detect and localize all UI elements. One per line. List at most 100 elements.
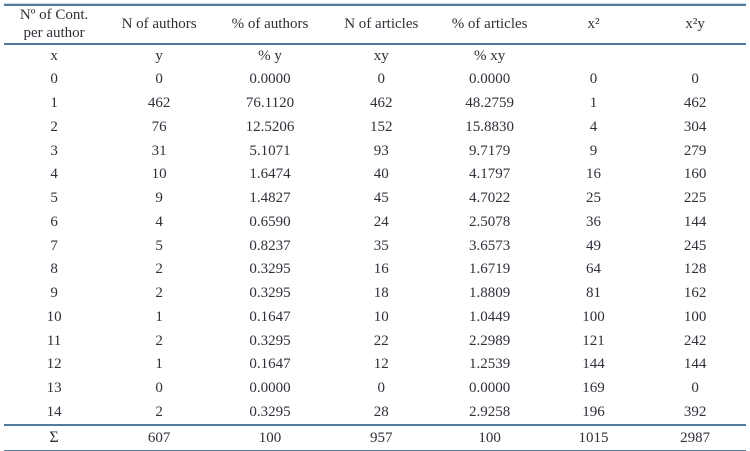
table-cell: 0.3295 [249,403,291,420]
table-cell: 144 [683,356,707,373]
table-cell: 2 [50,118,58,135]
table-cell: 2 [155,261,163,278]
table-cell: 1.2539 [468,356,511,373]
table-cell: 1 [155,308,163,325]
table-cell: 2 [155,403,163,420]
sum-row: Σ 607 100 957 100 1015 2987 [4,424,746,451]
table-cell: 1 [155,356,163,373]
table-cell: 100 [683,308,707,325]
subheader-x: x [50,48,58,64]
sum-cell: 100 [213,424,326,451]
table-cell: 14 [46,403,62,420]
table-cell: 245 [683,237,707,254]
table-row: 12 1 0.1647 12 1.2539 144 144 [4,353,746,377]
table-cell: 12 [373,356,389,373]
table-cell: 22 [373,332,389,349]
table-cell: 1.0449 [468,308,511,325]
table-row: 5 9 1.4827 45 4.7022 25 225 [4,187,746,211]
table-cell: 0.3295 [249,261,291,278]
table-cell: 4 [589,118,598,135]
table-cell: 9 [589,142,598,159]
table-cell: 13 [46,380,62,397]
table-cell: 0 [691,380,699,397]
author-productivity-table: Nº of Cont. per author N of authors % of… [4,4,746,451]
table-cell: 279 [683,142,707,159]
table-cell: 16 [373,261,389,278]
table-cell: 18 [373,285,389,302]
sum-cell: 957 [326,424,437,451]
table-row: 3 31 5.1071 93 9.7179 9 279 [4,139,746,163]
table-cell: 93 [373,142,389,159]
sum-cell: 1015 [542,424,645,451]
table-cell: 1 [589,95,598,112]
table-cell: 12.5206 [245,118,295,135]
table-cell: 152 [370,118,393,135]
table-cell: 31 [151,142,167,159]
table-cell: 4.1797 [468,166,511,183]
table-cell: 4.7022 [468,190,511,207]
table-cell: 48.2759 [465,95,514,112]
table-cell: 12 [46,356,62,373]
table-cell: 7 [50,237,58,254]
table-cell: 462 [683,95,707,112]
table-cell: 162 [683,285,707,302]
table-row: 4 10 1.6474 40 4.1797 16 160 [4,163,746,187]
table-cell: 1 [50,95,58,112]
table-cell: 0.1647 [249,308,291,325]
table-cell: 4 [50,166,58,183]
table-row: 7 5 0.8237 35 3.6573 49 245 [4,234,746,258]
table-row: 13 0 0.0000 0 0.0000 169 0 [4,377,746,401]
table-row: 0 0 0.0000 0 0.0000 0 0 [4,68,746,92]
column-header-pct-of-authors: % of authors [213,5,326,45]
table-cell: 24 [373,213,389,230]
table-cell: 10 [46,308,62,325]
table-cell: 0.3295 [249,285,291,302]
table-cell: 25 [585,190,601,207]
column-header-n-of-articles: N of articles [326,5,437,45]
table-cell: 76.1120 [245,95,295,112]
table-row: 11 2 0.3295 22 2.2989 121 242 [4,329,746,353]
subheader-xy: xy [373,48,389,64]
column-header-pct-of-articles: % of articles [436,5,543,45]
table-cell: 2 [155,285,163,302]
table-cell: 9 [50,285,58,302]
table-cell: 5.1071 [249,142,291,159]
sum-cell: 100 [436,424,543,451]
table-cell: 169 [582,380,605,397]
table-cell: 0 [377,71,386,88]
table-cell: 0 [691,71,699,88]
table-body: 0 0 0.0000 0 0.0000 0 0 1 462 76.1120 462 48.2759 1 4… [4,68,746,425]
table-cell: 128 [683,261,707,278]
subheader-blank [543,44,645,68]
table-cell: 0.8237 [249,237,291,254]
table-cell: 10 [373,308,389,325]
table-cell: 144 [683,213,707,230]
table-cell: 6 [50,213,58,230]
table-cell: 9.7179 [468,142,511,159]
table-cell: 392 [683,403,707,420]
sum-cell: 2987 [644,424,746,451]
table-cell: 35 [373,237,389,254]
table-cell: 2.2989 [468,332,511,349]
table-cell: 3.6573 [468,237,511,254]
column-header-x-squared: x² [542,5,645,45]
table-row: 2 76 12.5206 152 15.8830 4 304 [4,116,746,140]
table-cell: 462 [147,95,171,112]
table-cell: 0.1647 [249,356,291,373]
table-cell: 1.6474 [249,166,291,183]
table-cell: 0 [155,380,163,397]
table-cell: 2.5078 [468,213,511,230]
table-figure: Nº of Cont. per author N of authors % of… [4,4,746,451]
subheader-blank [644,44,746,68]
sum-cell: 607 [104,424,214,451]
table-cell: 144 [582,356,605,373]
table-row: 14 2 0.3295 28 2.9258 196 392 [4,401,746,426]
table-cell: 304 [683,118,707,135]
table-cell: 9 [155,190,163,207]
table-cell: 2 [155,332,163,349]
column-header-n-of-authors: N of authors [104,5,214,45]
table-cell: 0.6590 [249,213,291,230]
table-cell: 28 [373,403,389,420]
table-cell: 121 [582,332,605,349]
table-cell: 462 [370,95,393,112]
